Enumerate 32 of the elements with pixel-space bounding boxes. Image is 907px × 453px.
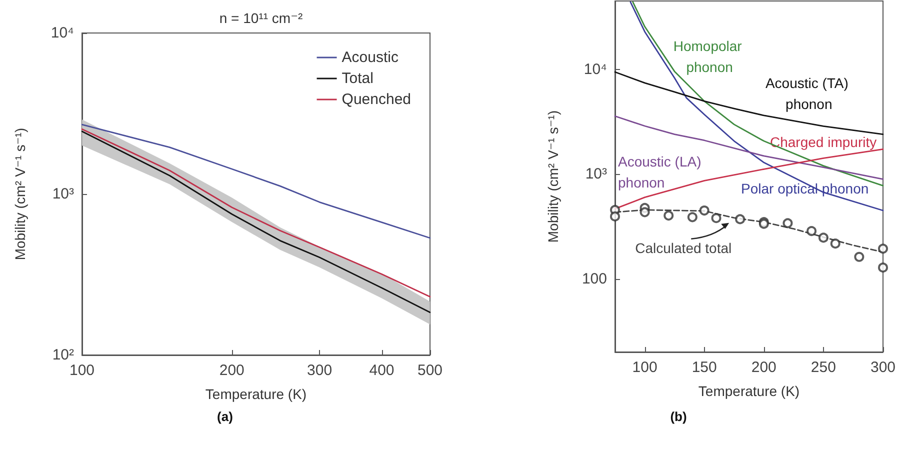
text: (a) xyxy=(217,409,233,424)
x-axis-title: Temperature (K) xyxy=(698,383,800,399)
y-tick-label: 10² xyxy=(52,346,74,364)
x-tick-label: 100 xyxy=(69,362,95,379)
x-tick-label: 150 xyxy=(692,359,717,376)
legend-label: Quenched xyxy=(342,91,412,108)
x-tick-label: 400 xyxy=(369,362,394,379)
x-tick-label: 200 xyxy=(751,359,776,376)
y-tick-label: 10³ xyxy=(52,186,74,202)
legend-label: Acoustic xyxy=(342,49,399,66)
text: (b) xyxy=(670,409,687,424)
series-label: Acoustic (LA) phonon xyxy=(618,154,706,191)
x-axis-title: Temperature (K) xyxy=(205,386,307,402)
series-label: Polar optical phonon xyxy=(741,180,869,197)
x-tick-label: 300 xyxy=(870,359,896,376)
series-label: Calculated total xyxy=(635,240,732,256)
x-tick-label: 500 xyxy=(417,362,443,379)
y-tick-label: 10³ xyxy=(585,166,607,183)
chart-title: n = 10¹¹ cm⁻² xyxy=(219,10,303,26)
x-tick-label: 100 xyxy=(632,359,658,376)
y-tick-label: 10⁴ xyxy=(50,24,74,42)
legend-label: Total xyxy=(342,70,374,87)
series-label: Acoustic (TA) phonon xyxy=(765,74,852,112)
y-tick-label: 10⁴ xyxy=(584,60,607,78)
y-tick-label: 100 xyxy=(582,270,607,288)
series-label: Homopolar phonon xyxy=(673,38,746,75)
y-axis-title: Mobility (cm² V⁻¹ s⁻¹) xyxy=(12,128,28,260)
x-tick-label: 300 xyxy=(307,362,332,379)
x-tick-label: 250 xyxy=(810,359,836,376)
x-tick-label: 200 xyxy=(219,362,244,379)
y-axis-title: Mobility (cm² V⁻¹ s⁻¹) xyxy=(545,110,561,243)
series-label: Charged impurity xyxy=(770,134,877,150)
